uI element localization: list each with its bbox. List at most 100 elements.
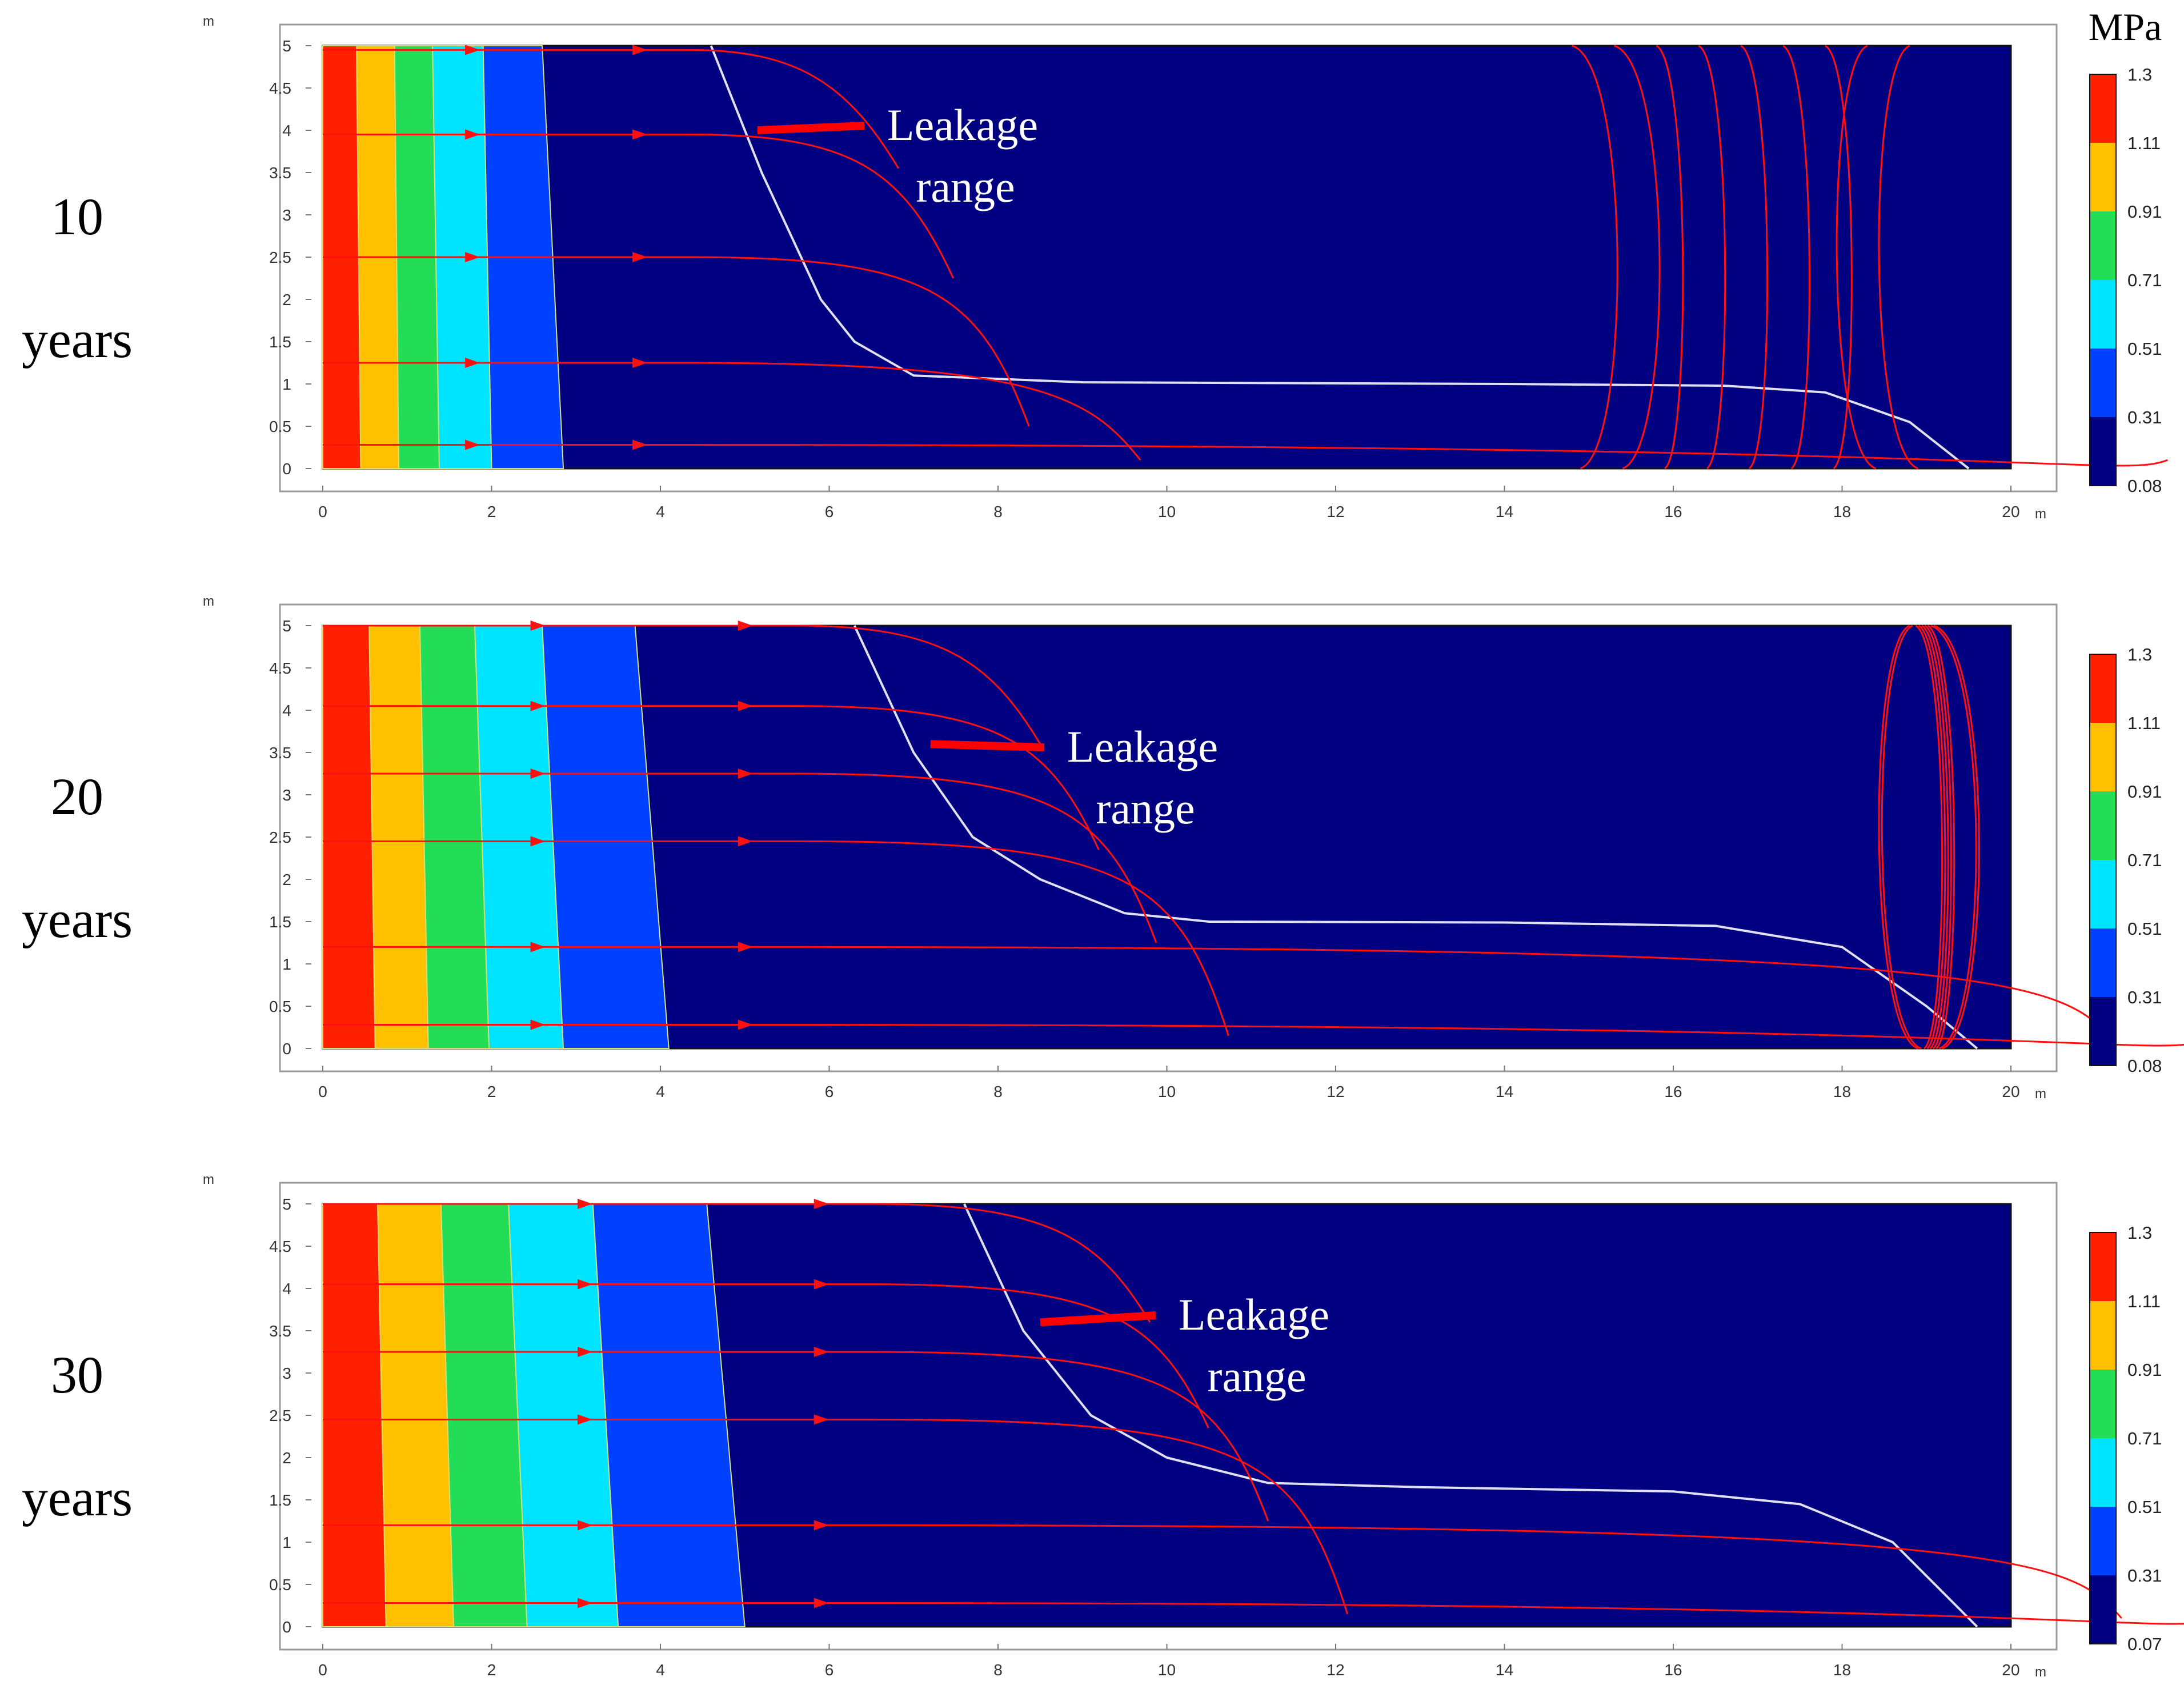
y-tick-label: 1.5: [269, 913, 291, 931]
streamline-arrow: [530, 942, 546, 952]
x-tick-label: 6: [825, 503, 834, 521]
y-tick-label: 1: [282, 955, 291, 973]
x-tick-label: 20: [2002, 1661, 2019, 1679]
colorbar-tick-label: 0.07: [2127, 1634, 2162, 1654]
pressure-band: [322, 1203, 387, 1627]
leakage-annotation-line1: Leakage: [1067, 722, 1218, 771]
x-tick-label: 14: [1496, 1661, 1513, 1679]
streamline-arrow: [814, 1520, 829, 1531]
streamline: [1825, 45, 1853, 470]
contour-panel-2: 0 2 4 6 8 10 12 14 16 18 20 m00.511.522.533.544.55m…: [22, 594, 2184, 1102]
colorbar-segment: [2090, 791, 2116, 860]
x-tick-label: 0: [318, 1661, 327, 1679]
leakage-pointer: [930, 740, 1045, 751]
x-tick-label: 8: [993, 1083, 1003, 1100]
y-tick-label: 2.5: [269, 249, 291, 266]
streamline-arrow: [465, 129, 480, 140]
streamline-arrow: [530, 621, 546, 631]
x-tick-label: 12: [1327, 1083, 1344, 1100]
colorbar-tick-label: 0.71: [2127, 270, 2162, 290]
colorbar-segment: [2090, 997, 2116, 1066]
colorbar: 1.3 1.11 0.91 0.71 0.51 0.31 0.08: [2089, 65, 2162, 496]
y-tick-label: 4: [282, 122, 291, 139]
streamline-arrow: [578, 1520, 593, 1531]
y-tick-label: 2: [282, 871, 291, 888]
colorbar-tick-label: 0.31: [2127, 987, 2162, 1007]
streamline: [1614, 45, 1661, 470]
streamline-arrow: [530, 769, 546, 779]
streamline: [1930, 625, 1977, 1050]
x-tick-label: 16: [1664, 503, 1682, 521]
y-tick-label: 1: [282, 1534, 291, 1551]
x-tick-label: 14: [1496, 503, 1513, 521]
x-tick-label: 2: [487, 1661, 496, 1679]
streamline-arrow: [578, 1414, 593, 1425]
leakage-annotation-line2: range: [916, 162, 1015, 211]
streamline: [323, 256, 1030, 427]
streamline-arrow: [814, 1414, 829, 1425]
x-tick-label: 4: [656, 1083, 665, 1100]
axes-frame: [279, 23, 2058, 493]
streamline-arrow: [465, 45, 480, 55]
colorbar-frame: [2089, 654, 2117, 1066]
x-tick-label: 20: [2002, 1083, 2019, 1100]
streamline: [323, 133, 955, 279]
y-tick-label: 3: [282, 206, 291, 224]
y-tick-label: 3: [282, 786, 291, 804]
x-tick-label: 16: [1664, 1083, 1682, 1100]
colorbar-segment: [2090, 1575, 2116, 1644]
colorbar-segment: [2090, 723, 2116, 791]
x-tick-label: 4: [656, 1661, 665, 1679]
x-tick-label: 18: [1833, 1661, 1851, 1679]
x-tick-label: 16: [1664, 1661, 1682, 1679]
streamline-arrow: [632, 358, 648, 368]
colorbar-tick-label: 0.91: [2127, 782, 2162, 802]
y-tick-label: 4.5: [269, 79, 291, 97]
streamline: [1878, 45, 1918, 470]
streamline-arrow: [814, 1279, 829, 1290]
colorbar-segment: [2090, 417, 2116, 486]
streamline: [1782, 45, 1810, 470]
streamline: [323, 362, 1141, 461]
streamline-arrow: [578, 1279, 593, 1290]
streamline: [1878, 625, 1918, 1050]
leakage-annotation-line2: range: [1207, 1351, 1306, 1401]
colorbar-tick-label: 0.91: [2127, 202, 2162, 222]
colorbar-segment: [2090, 1232, 2116, 1301]
colorbar-segment: [2090, 1301, 2116, 1370]
y-tick-label: 3: [282, 1364, 291, 1382]
y-tick-label: 0.5: [269, 1576, 291, 1594]
colorbar-segment: [2090, 349, 2116, 417]
colorbar-tick-label: 0.51: [2127, 339, 2162, 359]
x-tick-label: 12: [1327, 1661, 1344, 1679]
colorbar-tick-label: 0.31: [2127, 407, 2162, 427]
streamline: [1740, 45, 1769, 470]
time-label-number: 30: [51, 1346, 103, 1404]
streamline: [1924, 625, 1952, 1050]
colorbar-tick-label: 0.08: [2127, 1056, 2162, 1076]
x-tick-label: 18: [1833, 1083, 1851, 1100]
y-tick-label: 1.5: [269, 1491, 291, 1509]
y-unit-label: m: [203, 594, 214, 609]
x-unit-label: m: [2035, 1664, 2046, 1680]
colorbar-segment: [2090, 1507, 2116, 1575]
colorbar-tick-label: 0.51: [2127, 919, 2162, 939]
streamline: [1656, 45, 1684, 470]
colorbar-tick-label: 0.91: [2127, 1360, 2162, 1380]
streamline: [323, 1203, 1151, 1323]
y-tick-label: 4: [282, 1280, 291, 1298]
x-tick-label: 0: [318, 1083, 327, 1100]
streamline: [323, 49, 899, 169]
x-tick-label: 2: [487, 1083, 496, 1100]
y-tick-label: 3.5: [269, 1322, 291, 1340]
x-tick-label: 8: [993, 1661, 1003, 1679]
axes-frame: [279, 1182, 2058, 1651]
x-tick-label: 8: [993, 503, 1003, 521]
streamline-arrow: [814, 1598, 829, 1608]
colorbar: 1.3 1.11 0.91 0.71 0.51 0.31 0.07: [2089, 1223, 2162, 1654]
y-tick-label: 0: [282, 1040, 291, 1058]
streamline: [323, 840, 1229, 1036]
y-tick-label: 4.5: [269, 659, 291, 677]
colorbar-segment: [2090, 143, 2116, 211]
colorbar-segment: [2090, 654, 2116, 723]
